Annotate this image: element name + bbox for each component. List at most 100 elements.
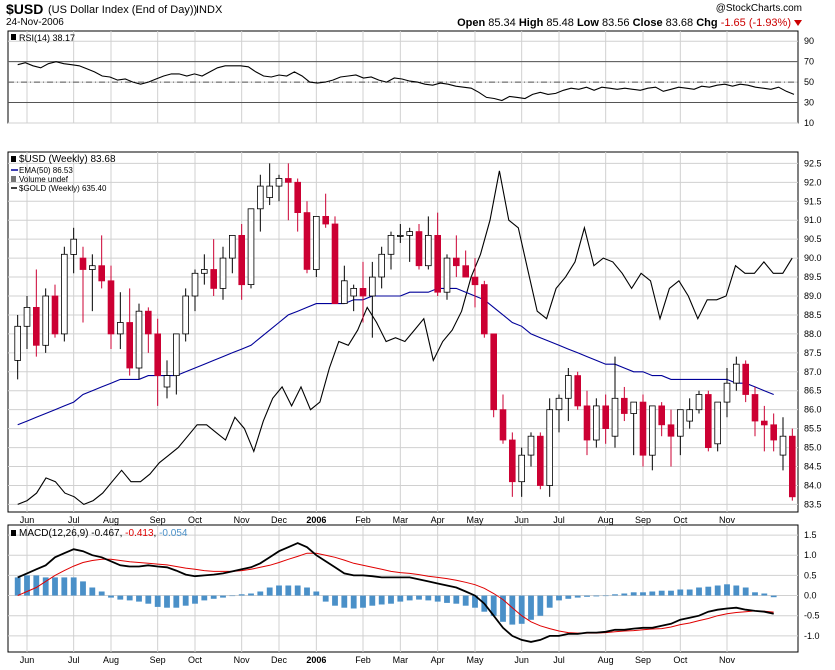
candle-body xyxy=(135,310,143,369)
price-tick-label: 84.5 xyxy=(804,462,822,472)
macd-histogram-bar xyxy=(733,585,740,596)
candle-body xyxy=(247,208,255,286)
candle-body xyxy=(117,322,124,335)
price-panel-frame xyxy=(7,151,799,513)
macd-histogram-bar xyxy=(98,591,105,596)
candle-body xyxy=(378,253,385,278)
price-tick-label: 86.0 xyxy=(804,405,822,415)
price-x-tick-label: Dec xyxy=(271,515,288,525)
macd-histogram-bar xyxy=(192,595,198,604)
price-x-tick-label: Sep xyxy=(635,515,651,525)
macd-histogram-bar xyxy=(80,581,86,596)
macd-histogram-bar xyxy=(406,595,413,601)
macd-histogram-bar xyxy=(89,587,96,596)
candle-body xyxy=(527,435,535,456)
ema50-line xyxy=(17,287,774,426)
macd-histogram-bar xyxy=(593,595,600,597)
macd-histogram-bar xyxy=(173,595,180,608)
macd-histogram-bar xyxy=(266,587,273,596)
macd-x-tick-label: Apr xyxy=(431,655,445,665)
candle-body xyxy=(471,276,479,286)
ohlc-summary: Open 85.34 High 85.48 Low 83.56 Close 83… xyxy=(457,17,802,29)
macd-tick-label: 0.5 xyxy=(804,570,817,580)
macd-histogram-bar xyxy=(425,595,432,601)
candle-body xyxy=(98,265,106,282)
macd-histogram-bar xyxy=(472,595,478,608)
macd-x-tick-label: Oct xyxy=(188,655,203,665)
macd-histogram-bar xyxy=(70,577,77,596)
macd-histogram-bar xyxy=(14,577,21,596)
candle-body xyxy=(210,269,218,289)
candle-body xyxy=(677,409,684,437)
price-x-tick-label: Oct xyxy=(188,515,203,525)
ema-legend: EMA(50) 86.53 xyxy=(19,166,73,175)
macd-histogram-bar xyxy=(546,595,553,608)
price-tick-label: 89.5 xyxy=(804,272,822,282)
macd-legend: MACD(12,26,9) -0.467, -0.413, -0.054 xyxy=(19,528,188,539)
macd-histogram-bar xyxy=(360,595,366,608)
macd-histogram-bar xyxy=(210,595,217,599)
candle-body xyxy=(33,306,40,346)
candle-body xyxy=(89,265,96,270)
macd-histogram-bar xyxy=(649,591,656,596)
candle-body xyxy=(555,397,563,411)
candle-body xyxy=(275,178,283,187)
macd-legend-signal: -0.413 xyxy=(125,528,154,539)
macd-legend-value: -0.467, xyxy=(91,528,125,539)
price-tick-label: 89.0 xyxy=(804,291,822,301)
macd-histogram-bar xyxy=(584,595,590,597)
macd-histogram-bar xyxy=(257,591,264,596)
open-label: Open xyxy=(457,17,486,29)
macd-histogram-bar xyxy=(630,592,637,596)
macd-tick-label: 0.0 xyxy=(804,591,817,601)
price-legend-icon xyxy=(11,156,16,162)
macd-x-tick-label: Jul xyxy=(553,655,565,665)
macd-x-tick-label: Nov xyxy=(234,655,251,665)
candle-body xyxy=(387,234,395,255)
candle-body xyxy=(182,295,190,335)
candle-body xyxy=(761,420,768,426)
macd-histogram-bar xyxy=(537,595,544,616)
price-x-tick-label: Nov xyxy=(719,515,736,525)
candle-body xyxy=(686,409,693,422)
macd-x-tick-label: Jun xyxy=(514,655,529,665)
chg-value: -1.65 (-1.93%) xyxy=(720,17,791,29)
macd-histogram-bar xyxy=(248,593,254,596)
candle-body xyxy=(667,424,675,437)
macd-histogram-bar xyxy=(434,595,441,602)
macd-histogram-bar xyxy=(574,595,581,598)
price-x-tick-label: Mar xyxy=(393,515,409,525)
macd-histogram-bar xyxy=(453,595,460,604)
macd-histogram-bar xyxy=(182,595,189,606)
macd-histogram-bar xyxy=(677,589,684,596)
candle-body xyxy=(368,276,376,297)
price-tick-label: 87.0 xyxy=(804,367,822,377)
macd-histogram-bar xyxy=(33,575,40,596)
macd-x-tick-label: Jul xyxy=(68,655,80,665)
copyright-text: @StockCharts.com xyxy=(715,3,802,14)
price-x-tick-label: Jul xyxy=(553,515,565,525)
price-x-tick-label: Aug xyxy=(103,515,119,525)
macd-histogram-bar xyxy=(304,587,310,596)
price-tick-label: 86.5 xyxy=(804,386,822,396)
rsi-panel-frame xyxy=(7,30,799,124)
candle-body xyxy=(396,234,404,237)
candle-body xyxy=(695,394,703,411)
macd-histogram-bar xyxy=(714,585,721,596)
candle-body xyxy=(723,382,731,403)
rsi-line xyxy=(17,61,795,102)
candle-body xyxy=(705,394,712,448)
macd-histogram-bar xyxy=(117,595,124,600)
macd-histogram-bar xyxy=(154,595,161,607)
macd-histogram-bar xyxy=(322,595,329,602)
candle-body xyxy=(630,401,637,414)
macd-histogram-bar xyxy=(136,595,142,602)
macd-x-tick-label: Feb xyxy=(355,655,371,665)
candle-body xyxy=(480,284,488,335)
exchange-label: INDX xyxy=(196,4,223,16)
candle-body xyxy=(126,322,134,369)
price-x-tick-label: Jul xyxy=(68,515,80,525)
candle-body xyxy=(331,223,339,304)
macd-histogram-bar xyxy=(500,595,506,622)
